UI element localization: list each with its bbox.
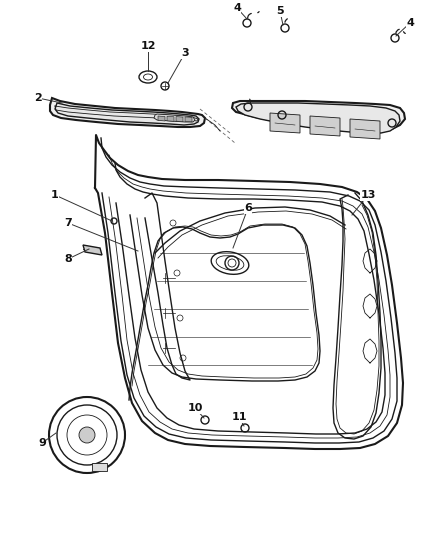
Text: 4: 4 bbox=[233, 3, 241, 13]
Text: 5: 5 bbox=[276, 6, 284, 16]
Text: 3: 3 bbox=[181, 48, 189, 58]
Polygon shape bbox=[167, 116, 174, 122]
Text: 1: 1 bbox=[51, 190, 59, 200]
Polygon shape bbox=[83, 245, 102, 255]
Polygon shape bbox=[310, 116, 340, 136]
Polygon shape bbox=[176, 117, 183, 122]
Text: 12: 12 bbox=[140, 41, 156, 51]
Text: 11: 11 bbox=[231, 412, 247, 422]
Polygon shape bbox=[350, 119, 380, 139]
Polygon shape bbox=[270, 113, 300, 133]
Polygon shape bbox=[154, 114, 195, 122]
Polygon shape bbox=[55, 103, 199, 125]
Text: 10: 10 bbox=[187, 403, 203, 413]
Text: 6: 6 bbox=[244, 203, 252, 213]
Text: 2: 2 bbox=[34, 93, 42, 103]
Text: 13: 13 bbox=[360, 190, 376, 200]
Polygon shape bbox=[158, 116, 165, 121]
Text: 4: 4 bbox=[406, 18, 414, 28]
Polygon shape bbox=[236, 103, 400, 133]
Polygon shape bbox=[92, 463, 107, 471]
Polygon shape bbox=[50, 98, 205, 127]
Polygon shape bbox=[185, 117, 192, 122]
Circle shape bbox=[79, 427, 95, 443]
Text: 8: 8 bbox=[64, 254, 72, 264]
Text: 9: 9 bbox=[38, 438, 46, 448]
Polygon shape bbox=[232, 101, 405, 131]
Text: 7: 7 bbox=[64, 218, 72, 228]
